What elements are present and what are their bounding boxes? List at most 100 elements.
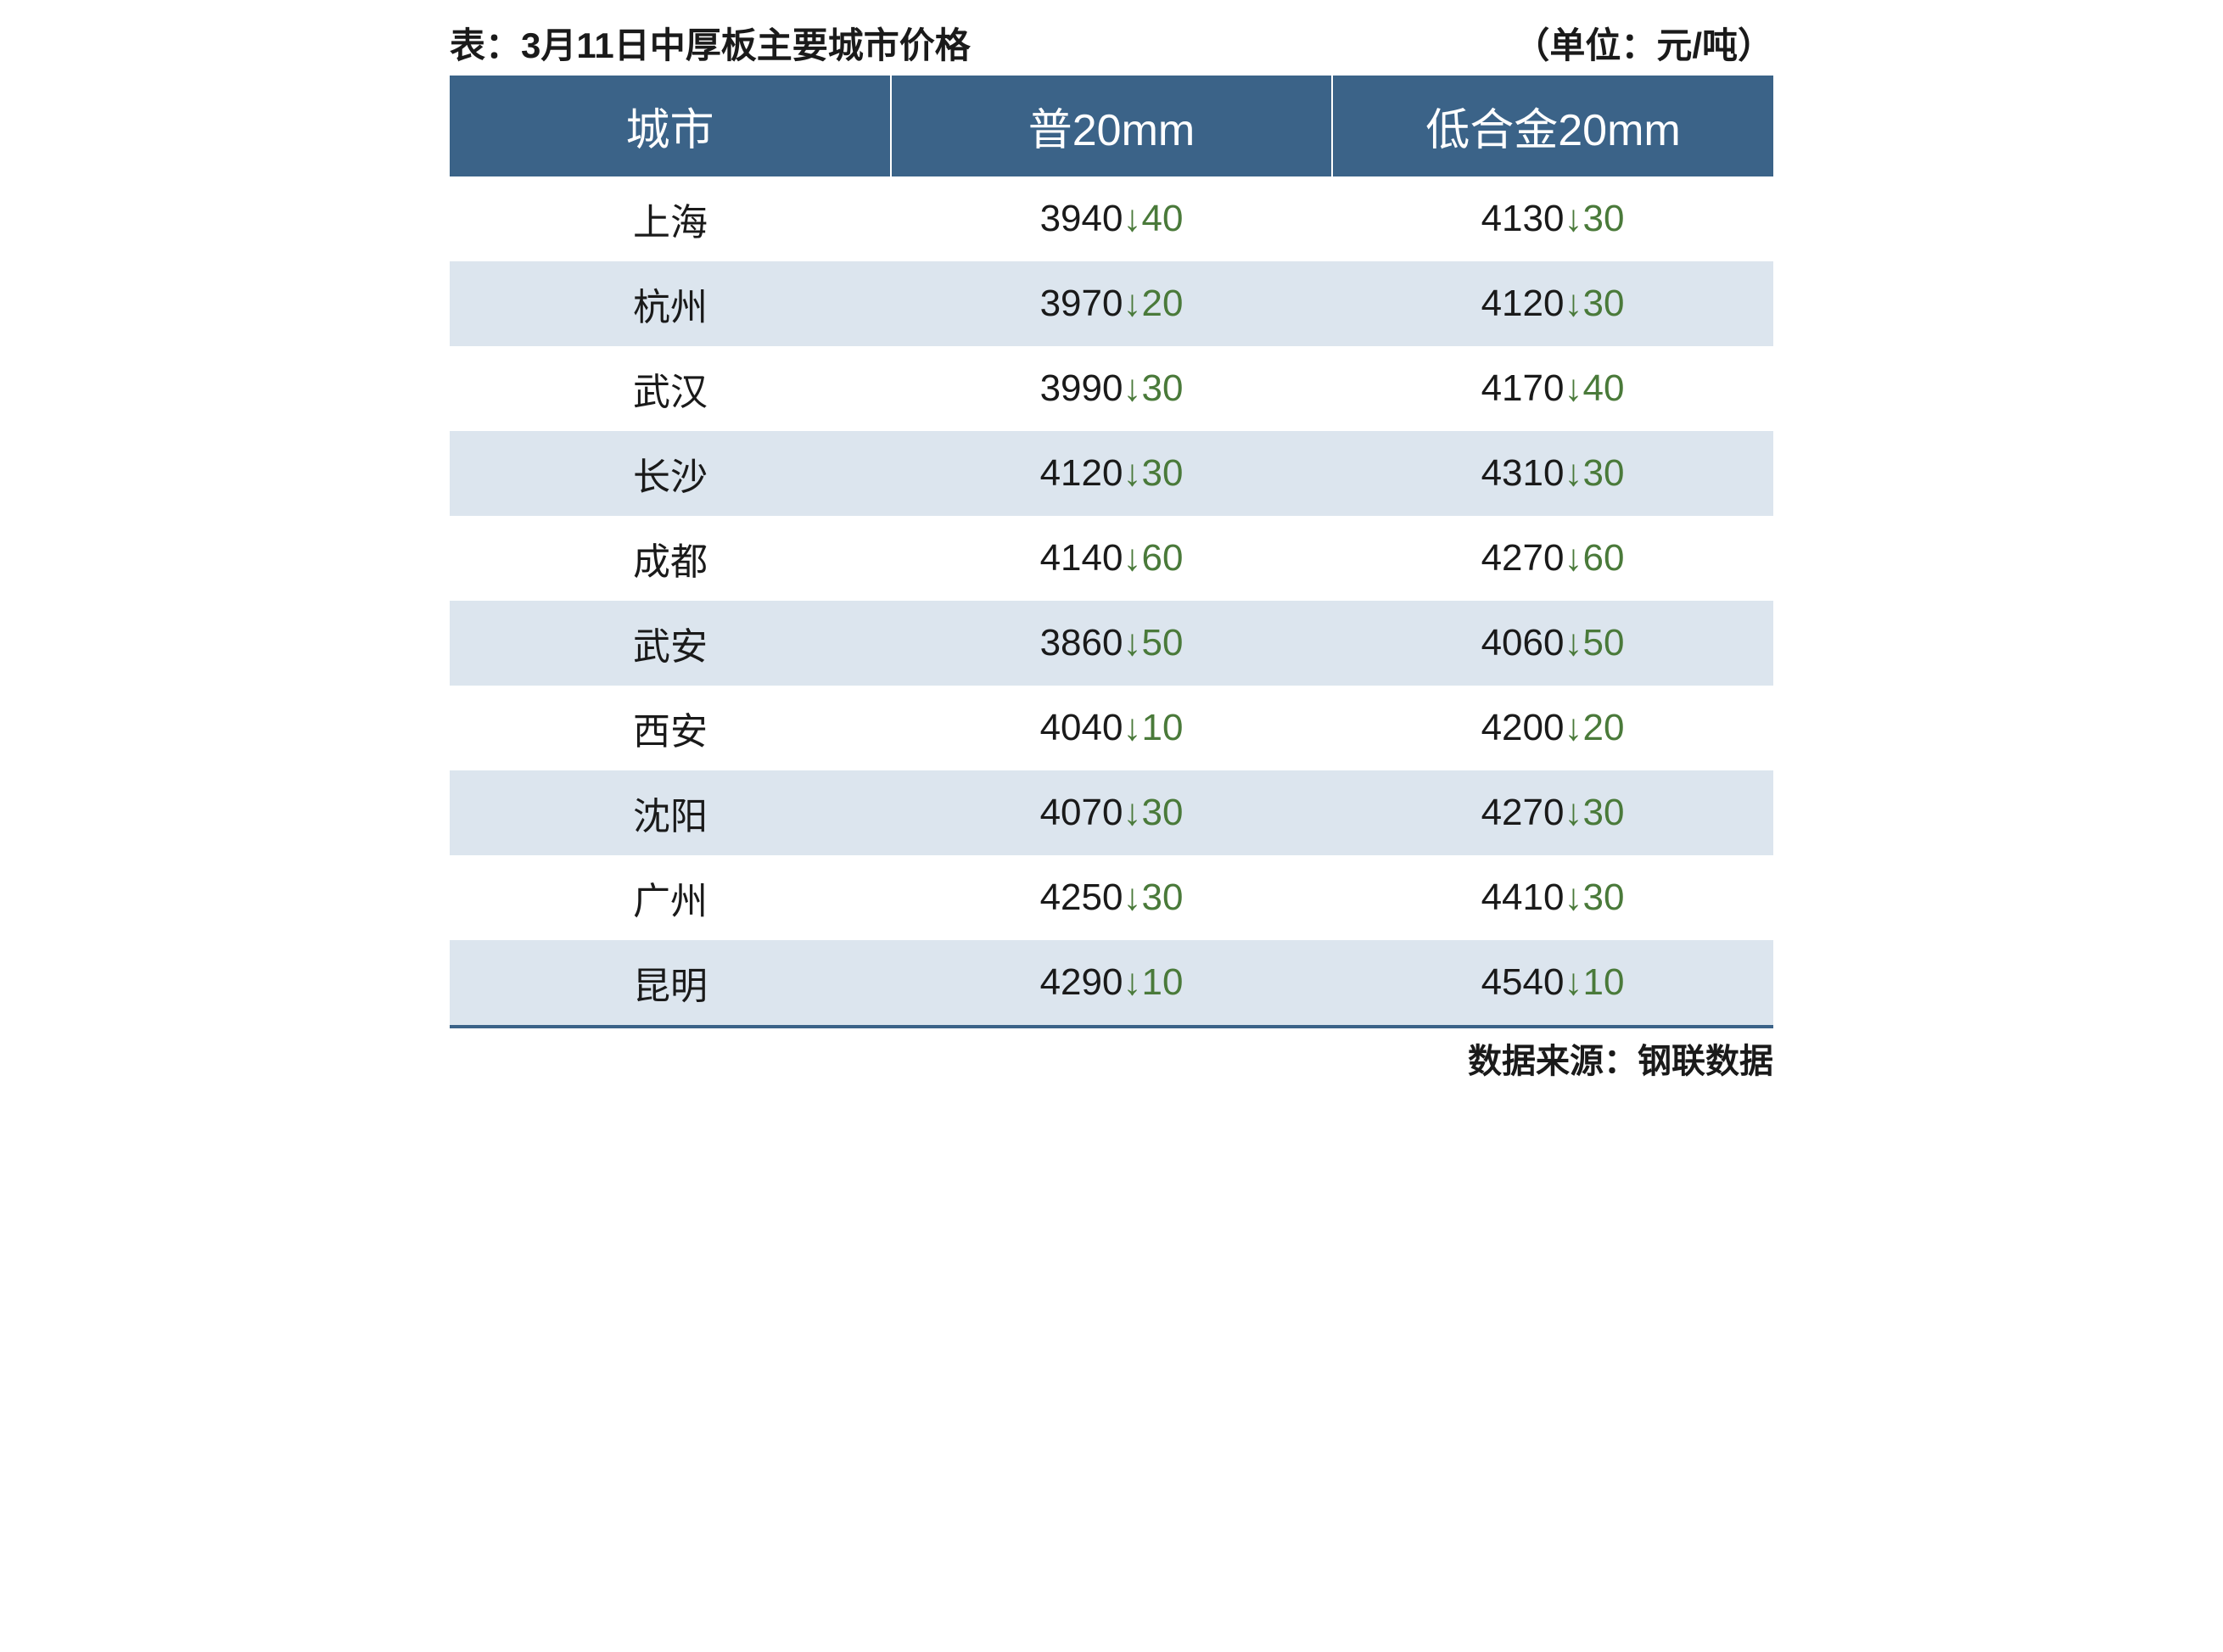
arrow-down-icon: ↓ — [1123, 876, 1141, 918]
price-value: 4540 — [1481, 961, 1565, 1003]
price-value: 3970 — [1040, 283, 1123, 324]
price-value: 4250 — [1040, 876, 1123, 918]
table-row: 上海3940↓40 4130↓30 — [450, 176, 1773, 261]
arrow-down-icon: ↓ — [1564, 961, 1582, 1003]
table-row: 沈阳4070↓304270↓30 — [450, 770, 1773, 855]
delta-value: 30 — [1582, 876, 1624, 918]
table-row: 长沙4120↓304310↓30 — [450, 431, 1773, 516]
price-cell-alloy: 4410↓30 — [1332, 855, 1773, 940]
arrow-down-icon: ↓ — [1123, 452, 1141, 494]
price-cell-p20: 3940↓40 — [891, 176, 1332, 261]
price-cell-p20: 4040↓10 — [891, 686, 1332, 770]
city-cell: 武安 — [450, 601, 891, 686]
price-table-container: 表：3月11日中厚板主要城市价格 （单位：元/吨） 城市 普20mm 低合金20… — [450, 17, 1773, 1083]
arrow-down-icon: ↓ — [1564, 283, 1582, 324]
price-value: 4070 — [1040, 792, 1123, 833]
delta-value: 40 — [1582, 367, 1624, 409]
table-row: 昆明4290↓104540↓10 — [450, 940, 1773, 1025]
price-cell-p20: 3860↓50 — [891, 601, 1332, 686]
col-alloy: 低合金20mm — [1332, 76, 1773, 176]
delta-value: 10 — [1141, 961, 1183, 1003]
arrow-down-icon: ↓ — [1123, 961, 1141, 1003]
delta-value: 30 — [1582, 198, 1624, 239]
price-value: 4310 — [1481, 452, 1565, 494]
title-bar: 表：3月11日中厚板主要城市价格 （单位：元/吨） — [450, 17, 1773, 69]
delta-value: 50 — [1141, 622, 1183, 664]
city-cell: 昆明 — [450, 940, 891, 1025]
price-value: 4130 — [1481, 198, 1565, 239]
delta-value: 50 — [1582, 622, 1624, 664]
table-row: 成都4140↓604270↓60 — [450, 516, 1773, 601]
price-value: 4140 — [1040, 537, 1123, 579]
price-cell-p20: 4250↓30 — [891, 855, 1332, 940]
arrow-down-icon: ↓ — [1123, 367, 1141, 409]
col-p20: 普20mm — [891, 76, 1332, 176]
price-cell-alloy: 4060↓50 — [1332, 601, 1773, 686]
price-value: 4200 — [1481, 707, 1565, 748]
arrow-down-icon: ↓ — [1123, 707, 1141, 748]
arrow-down-icon: ↓ — [1564, 707, 1582, 748]
delta-value: 30 — [1141, 367, 1183, 409]
price-cell-alloy: 4540↓10 — [1332, 940, 1773, 1025]
price-cell-alloy: 4270↓60 — [1332, 516, 1773, 601]
delta-value: 60 — [1582, 537, 1624, 579]
arrow-down-icon: ↓ — [1564, 198, 1582, 239]
price-cell-p20: 4120↓30 — [891, 431, 1332, 516]
col-city: 城市 — [450, 76, 891, 176]
city-cell: 成都 — [450, 516, 891, 601]
price-cell-p20: 4070↓30 — [891, 770, 1332, 855]
table-row: 广州4250↓304410↓30 — [450, 855, 1773, 940]
price-cell-alloy: 4270↓30 — [1332, 770, 1773, 855]
delta-value: 60 — [1141, 537, 1183, 579]
data-source: 数据来源：钢联数据 — [450, 1033, 1773, 1083]
price-cell-p20: 3990↓30 — [891, 346, 1332, 431]
arrow-down-icon: ↓ — [1564, 537, 1582, 579]
delta-value: 20 — [1582, 707, 1624, 748]
price-value: 4270 — [1481, 792, 1565, 833]
delta-value: 40 — [1141, 198, 1183, 239]
price-cell-alloy: 4120↓30 — [1332, 261, 1773, 346]
table-row: 杭州3970↓204120↓30 — [450, 261, 1773, 346]
delta-value: 30 — [1582, 452, 1624, 494]
delta-value: 30 — [1141, 452, 1183, 494]
price-value: 4290 — [1040, 961, 1123, 1003]
delta-value: 30 — [1141, 876, 1183, 918]
table-unit: （单位：元/吨） — [1514, 17, 1773, 69]
price-value: 4270 — [1481, 537, 1565, 579]
header-row: 城市 普20mm 低合金20mm — [450, 76, 1773, 176]
delta-value: 30 — [1582, 283, 1624, 324]
delta-value: 30 — [1141, 792, 1183, 833]
city-cell: 武汉 — [450, 346, 891, 431]
arrow-down-icon: ↓ — [1564, 367, 1582, 409]
table-title: 表：3月11日中厚板主要城市价格 — [450, 17, 971, 69]
price-cell-p20: 4140↓60 — [891, 516, 1332, 601]
delta-value: 10 — [1141, 707, 1183, 748]
price-value: 4120 — [1040, 452, 1123, 494]
city-cell: 西安 — [450, 686, 891, 770]
arrow-down-icon: ↓ — [1123, 792, 1141, 833]
arrow-down-icon: ↓ — [1564, 792, 1582, 833]
table-row: 西安4040↓104200↓20 — [450, 686, 1773, 770]
price-value: 4410 — [1481, 876, 1565, 918]
price-table: 城市 普20mm 低合金20mm 上海3940↓404130↓30杭州3970↓… — [450, 76, 1773, 1025]
city-cell: 杭州 — [450, 261, 891, 346]
price-value: 4060 — [1481, 622, 1565, 664]
city-cell: 长沙 — [450, 431, 891, 516]
city-cell: 沈阳 — [450, 770, 891, 855]
delta-value: 10 — [1582, 961, 1624, 1003]
arrow-down-icon: ↓ — [1564, 876, 1582, 918]
arrow-down-icon: ↓ — [1123, 537, 1141, 579]
price-value: 4040 — [1040, 707, 1123, 748]
price-value: 3990 — [1040, 367, 1123, 409]
table-body: 上海3940↓404130↓30杭州3970↓204120↓30武汉3990↓3… — [450, 176, 1773, 1025]
price-cell-alloy: 4310↓30 — [1332, 431, 1773, 516]
arrow-down-icon: ↓ — [1564, 622, 1582, 664]
delta-value: 30 — [1582, 792, 1624, 833]
price-value: 4170 — [1481, 367, 1565, 409]
price-cell-p20: 3970↓20 — [891, 261, 1332, 346]
price-cell-p20: 4290↓10 — [891, 940, 1332, 1025]
city-cell: 上海 — [450, 176, 891, 261]
arrow-down-icon: ↓ — [1564, 452, 1582, 494]
price-value: 3940 — [1040, 198, 1123, 239]
footer-line — [450, 1025, 1773, 1028]
